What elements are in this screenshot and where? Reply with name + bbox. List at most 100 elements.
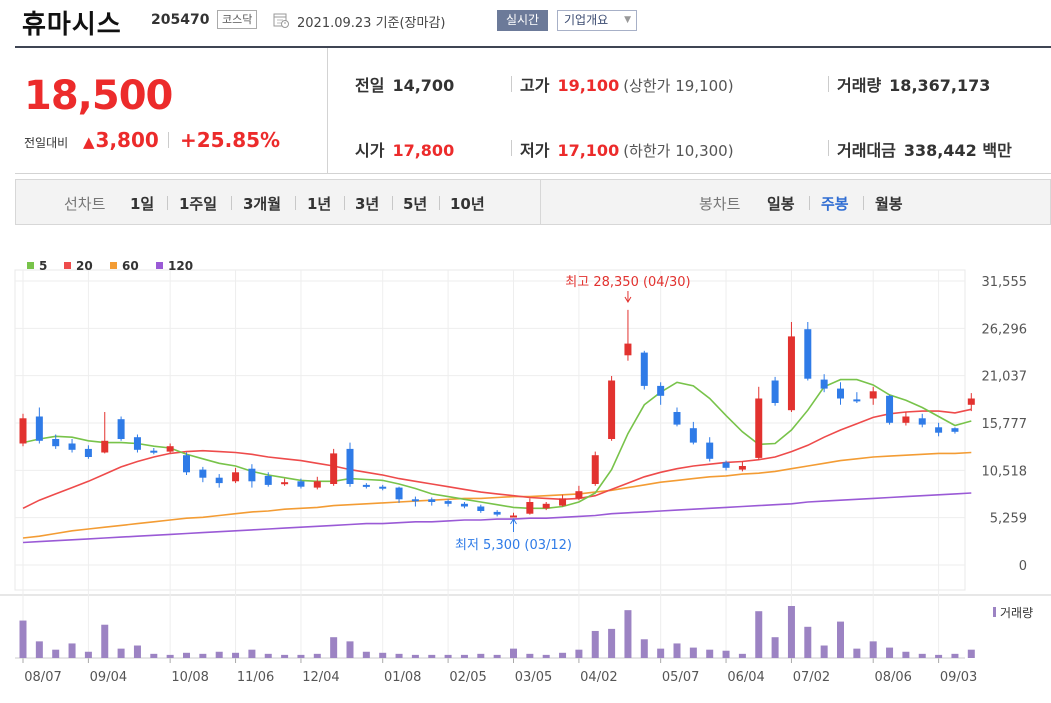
volume-bar bbox=[804, 626, 812, 658]
high-price: 고가 19,100 (상한가 19,100) bbox=[520, 72, 734, 96]
volume-legend-label: 거래량 bbox=[1000, 606, 1033, 620]
candle-body bbox=[411, 499, 419, 502]
candle-weekly-active[interactable]: 주봉 bbox=[821, 195, 849, 213]
volume-bar bbox=[232, 652, 240, 658]
candle-body bbox=[935, 427, 943, 433]
volume-bar bbox=[510, 648, 517, 658]
stock-chart[interactable]: 31,555 26,296 21,037 15,777 10,518 5,259 0 08/0… bbox=[0, 250, 1051, 699]
volume-bar bbox=[853, 648, 861, 658]
y-tick-label: 31,555 bbox=[982, 275, 1028, 290]
volume-bar bbox=[591, 630, 599, 658]
ma60-line bbox=[22, 451, 972, 539]
volume-bar bbox=[68, 643, 76, 658]
candle-body bbox=[869, 391, 877, 399]
candle-body bbox=[166, 446, 174, 452]
candlestick-chart-svg[interactable]: 31,555 26,296 21,037 15,777 10,518 5,259 0 08/0… bbox=[0, 250, 1051, 699]
candle-body bbox=[346, 448, 354, 484]
realtime-button[interactable]: 실시간 bbox=[497, 10, 548, 31]
x-tick-label: 08/06 bbox=[874, 670, 911, 685]
period-1d[interactable]: 1일 bbox=[130, 195, 155, 213]
period-3m[interactable]: 3개월 bbox=[243, 195, 282, 213]
x-tick-label: 08/07 bbox=[24, 670, 61, 685]
volume-bar bbox=[281, 654, 289, 658]
candle-body bbox=[264, 475, 272, 485]
volume-bar bbox=[738, 653, 746, 658]
current-price: 18,500 bbox=[24, 73, 173, 119]
legend-label: 60 bbox=[122, 259, 139, 273]
change-label: 전일대비 bbox=[24, 136, 69, 150]
candle-body bbox=[133, 437, 141, 450]
candle-body bbox=[706, 442, 714, 459]
x-tick-label: 07/02 bbox=[793, 670, 830, 685]
ma5-line bbox=[22, 378, 972, 510]
candle-body bbox=[657, 385, 665, 396]
volume-bar bbox=[52, 649, 60, 658]
legend-label: 20 bbox=[76, 259, 93, 273]
market-badge: 코스닥 bbox=[217, 10, 258, 29]
volume-bar bbox=[722, 650, 730, 658]
candle-body bbox=[281, 482, 289, 485]
candle-body bbox=[967, 398, 975, 405]
candle-body bbox=[199, 469, 207, 478]
candle-body bbox=[84, 448, 92, 457]
candle-monthly[interactable]: 월봉 bbox=[875, 195, 903, 213]
volume: 거래량 18,367,173 bbox=[837, 72, 990, 96]
trade-value: 거래대금 338,442 백만 bbox=[837, 137, 1012, 161]
volume-bar bbox=[608, 628, 616, 658]
price-plot-frame bbox=[14, 269, 966, 591]
y-tick-label: 15,777 bbox=[982, 417, 1028, 432]
x-tick-label: 04/02 bbox=[580, 670, 617, 685]
y-tick-label: 5,259 bbox=[990, 512, 1027, 527]
base-date: 2021.09.23 기준(장마감) bbox=[297, 16, 446, 31]
volume-bar bbox=[101, 624, 109, 658]
volume-bar bbox=[297, 654, 305, 658]
candle-body bbox=[526, 501, 534, 514]
volume-bar bbox=[477, 653, 485, 658]
volume-bar bbox=[575, 649, 583, 658]
company-overview-dropdown[interactable]: 기업개요 ▼ bbox=[557, 10, 637, 31]
period-1y[interactable]: 1년 bbox=[307, 195, 332, 213]
volume-bar bbox=[395, 653, 403, 658]
period-3y[interactable]: 3년 bbox=[355, 195, 380, 213]
x-tick-label: 11/06 bbox=[237, 670, 274, 685]
x-tick-label: 10/08 bbox=[171, 670, 208, 685]
candle-body bbox=[608, 380, 616, 439]
change-amount: ▲3,800 bbox=[83, 128, 159, 152]
candle-body bbox=[330, 453, 338, 484]
volume-bar bbox=[84, 651, 92, 658]
divider bbox=[863, 196, 864, 210]
change-amount-value: 3,800 bbox=[95, 128, 159, 152]
volume-bar bbox=[837, 621, 844, 658]
candle-body bbox=[215, 477, 223, 484]
period-10y[interactable]: 10년 bbox=[450, 195, 485, 213]
candle-body bbox=[35, 416, 43, 441]
period-1w[interactable]: 1주일 bbox=[179, 195, 218, 213]
high-value: 19,100 bbox=[557, 76, 620, 95]
candle-body bbox=[297, 481, 305, 487]
ma20-line bbox=[22, 408, 972, 510]
low-value: 17,100 bbox=[557, 141, 620, 160]
candle-body bbox=[804, 329, 812, 379]
x-tick-label: 02/05 bbox=[449, 670, 486, 685]
candle-body bbox=[52, 438, 60, 447]
divider bbox=[540, 180, 541, 224]
candle-body bbox=[19, 418, 27, 444]
low-label: 저가 bbox=[520, 141, 550, 160]
trade-value-number: 338,442 bbox=[903, 141, 977, 160]
candle-body bbox=[362, 484, 370, 487]
volume-bar bbox=[559, 652, 567, 658]
candle-daily[interactable]: 일봉 bbox=[767, 195, 795, 213]
volume-bar bbox=[673, 643, 681, 658]
y-tick-label: 0 bbox=[1019, 559, 1027, 574]
divider bbox=[511, 76, 512, 92]
stock-name: 휴마시스 bbox=[22, 10, 122, 40]
volume-bar bbox=[771, 637, 779, 658]
candle-body bbox=[477, 506, 485, 511]
candle-chart-label: 봉차트 bbox=[699, 195, 741, 213]
candle-body bbox=[771, 380, 779, 403]
price-summary: 18,500 전일대비 ▲3,800 +25.85% 전일 14,700 시가 17… bbox=[15, 46, 1051, 174]
period-5y[interactable]: 5년 bbox=[403, 195, 428, 213]
candle-body bbox=[444, 501, 452, 504]
legend-swatch bbox=[110, 262, 117, 269]
legend-label: 120 bbox=[168, 259, 193, 273]
